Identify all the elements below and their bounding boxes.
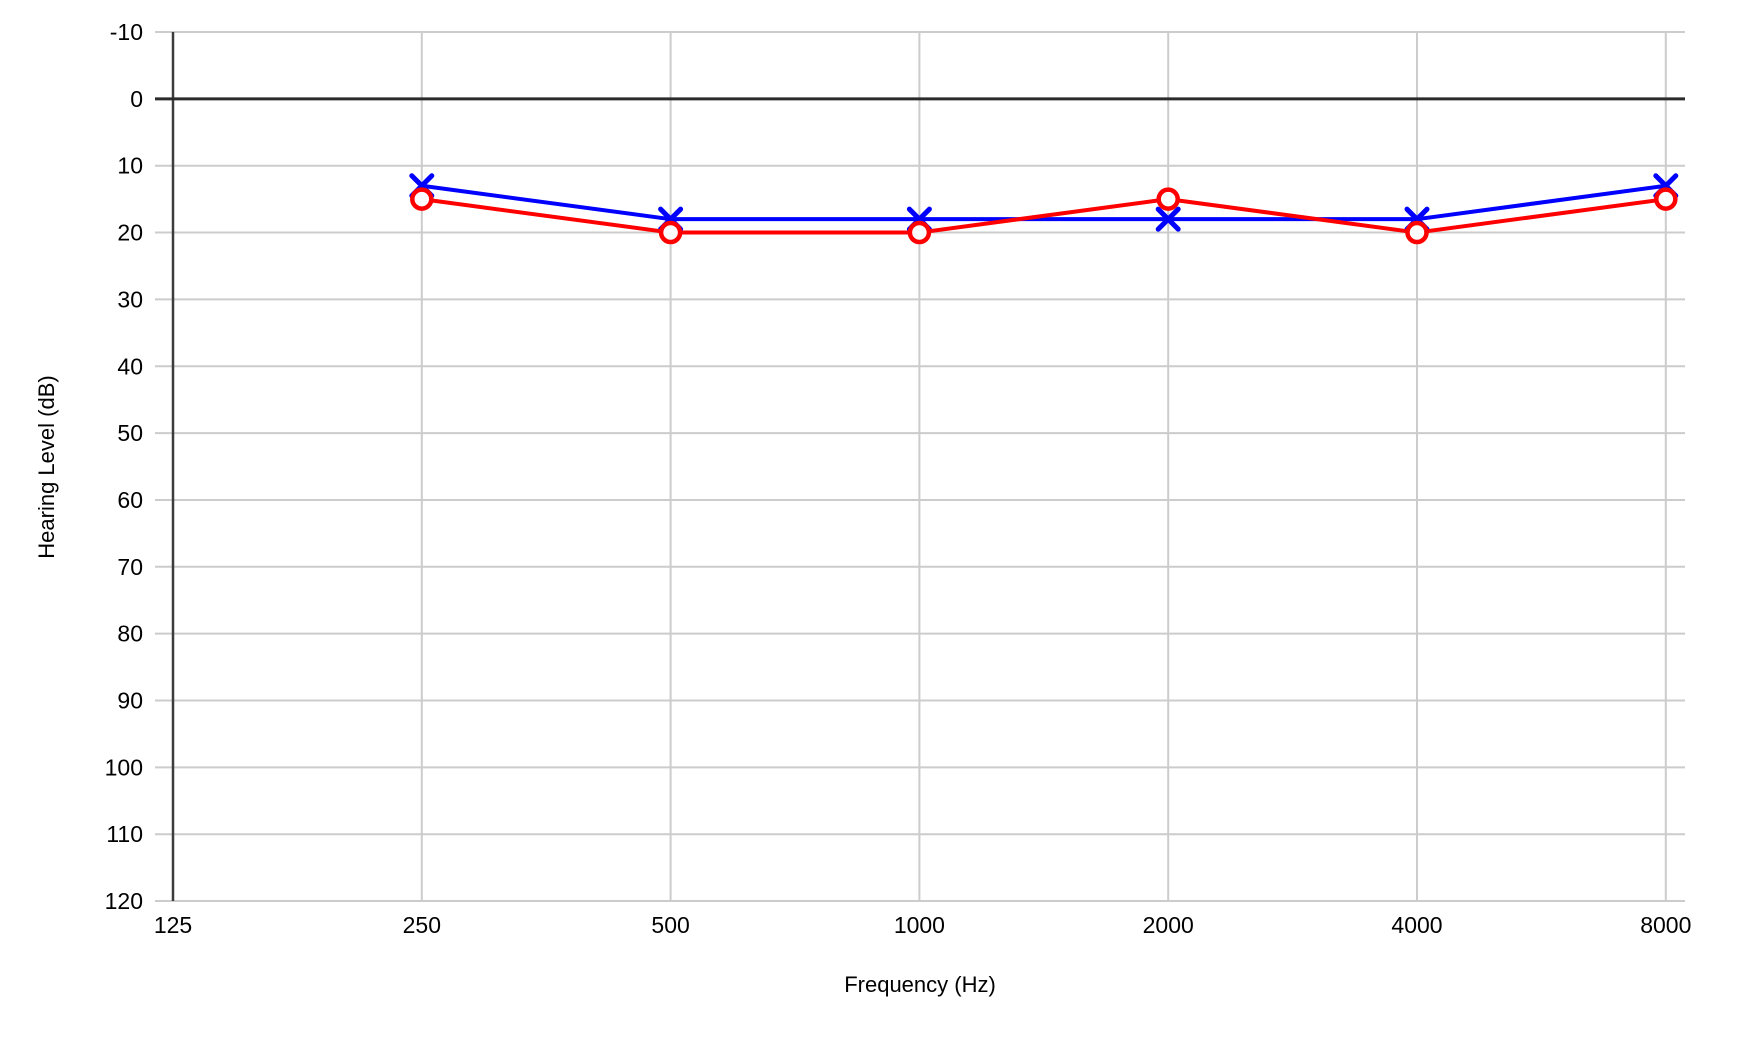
- y-tick-label: 50: [117, 420, 143, 446]
- y-tick-label: 70: [117, 554, 143, 580]
- circle-marker: [1156, 187, 1180, 211]
- x-axis-title: Frequency (Hz): [844, 972, 996, 997]
- y-tick-labels: -10 0 10 20 30 40 50 60 70 80 90 100 110 120: [105, 19, 143, 914]
- y-tick-label: 90: [117, 688, 143, 714]
- y-tick-label: 20: [117, 220, 143, 246]
- y-tick-label: 0: [130, 86, 143, 112]
- x-tick-label: 8000: [1640, 912, 1691, 938]
- x-tick-label: 500: [651, 912, 689, 938]
- y-tick-label: 10: [117, 153, 143, 179]
- y-tick-label: 80: [117, 621, 143, 647]
- y-tick-label: 120: [105, 888, 143, 914]
- x-tick-labels: 125 250 500 1000 2000 4000 8000: [154, 912, 1692, 938]
- blue-x-series-line: [419, 183, 1668, 222]
- y-tick-label: 110: [106, 821, 143, 847]
- circle-marker: [1654, 187, 1678, 211]
- y-tick-label: 40: [117, 353, 143, 379]
- series-blue-x-series: [409, 173, 1679, 232]
- x-tick-label: 125: [154, 912, 192, 938]
- x-tick-label: 250: [403, 912, 441, 938]
- circle-marker: [1405, 220, 1429, 245]
- circle-marker: [410, 187, 434, 211]
- emphasized-axis-lines: [155, 32, 1685, 902]
- vertical-gridlines: [420, 32, 1667, 902]
- y-axis-title: Hearing Level (dB): [34, 375, 59, 559]
- y-tick-label: 60: [117, 487, 143, 513]
- y-tick-label: 100: [105, 754, 143, 780]
- red-circle-series-line: [419, 197, 1668, 235]
- circle-marker: [658, 220, 683, 245]
- circle-marker: [907, 220, 932, 245]
- x-marker: [1155, 206, 1181, 232]
- series-red-circle-series: [410, 187, 1678, 245]
- x-tick-label: 1000: [894, 912, 945, 938]
- x-tick-label: 2000: [1143, 912, 1194, 938]
- y-tick-label: -10: [110, 19, 143, 45]
- y-tick-label: 30: [117, 286, 143, 312]
- x-tick-label: 4000: [1391, 912, 1442, 938]
